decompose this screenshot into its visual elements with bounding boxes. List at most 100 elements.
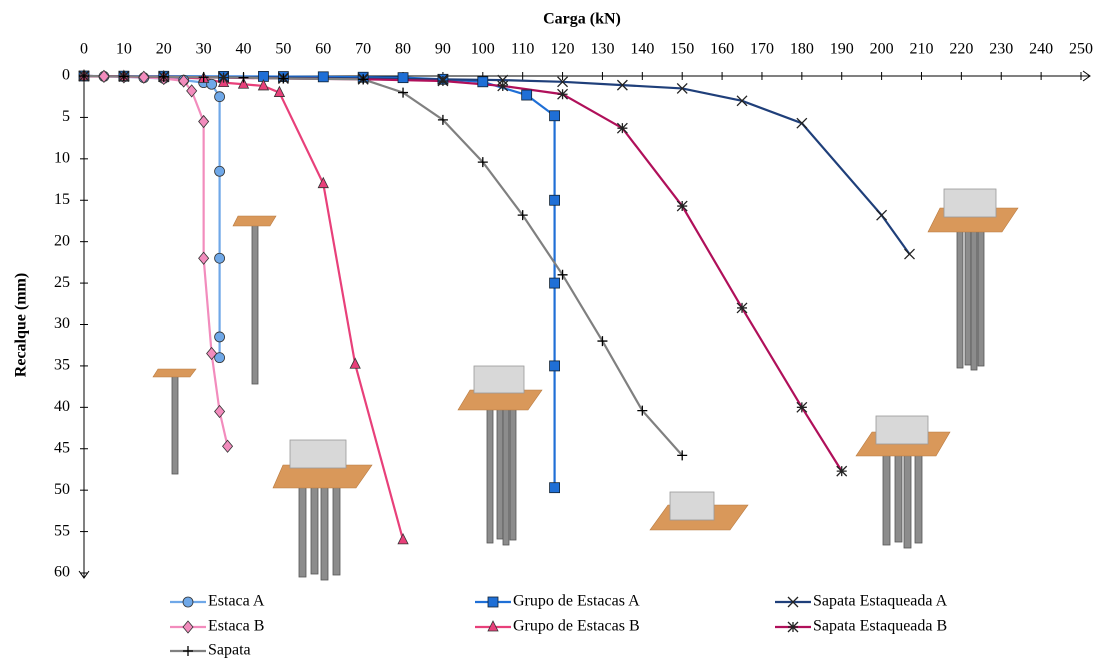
x-tick-label: 140 <box>630 41 654 58</box>
data-point <box>183 646 193 656</box>
data-point <box>198 114 210 129</box>
data-point <box>487 596 499 608</box>
x-tick-label: 230 <box>989 41 1013 58</box>
data-point <box>616 79 628 91</box>
data-point <box>214 252 225 264</box>
x-tick-label: 20 <box>156 41 172 58</box>
x-tick-label: 130 <box>590 41 614 58</box>
data-point <box>222 439 234 453</box>
data-point <box>178 74 190 88</box>
x-tick-label: 120 <box>551 41 575 58</box>
data-point <box>437 75 449 87</box>
data-point <box>796 117 808 129</box>
x-tick-label: 160 <box>710 41 734 58</box>
data-point <box>549 360 560 372</box>
pile-group-illustration <box>927 188 1019 371</box>
data-point <box>273 85 286 97</box>
data-point <box>876 209 888 221</box>
x-tick-label: 70 <box>355 41 371 58</box>
data-point <box>676 200 688 212</box>
data-point <box>549 194 560 206</box>
data-point <box>397 532 409 545</box>
data-point <box>118 71 129 82</box>
data-point <box>198 251 210 265</box>
data-point <box>218 72 230 84</box>
x-tick-label: 170 <box>750 41 774 58</box>
x-tick-label: 80 <box>395 41 411 58</box>
illustrations <box>152 188 1019 581</box>
data-point <box>214 91 225 103</box>
x-tick-label: 40 <box>236 41 252 58</box>
data-point <box>677 450 688 461</box>
y-tick-label: 25 <box>54 274 70 291</box>
x-axis-arrow <box>1082 70 1091 82</box>
data-point <box>477 76 489 88</box>
legend-label: Estaca A <box>208 593 265 610</box>
series-line <box>83 74 843 472</box>
data-point <box>557 88 569 100</box>
y-tick-label: 5 <box>62 108 70 125</box>
data-point <box>497 80 509 92</box>
data-point <box>238 72 249 83</box>
data-point <box>397 72 409 84</box>
legend-label: Grupo de Estacas B <box>513 618 640 635</box>
legend-label: Estaca B <box>208 618 264 635</box>
data-point <box>317 176 329 189</box>
plate-illustration <box>232 215 277 227</box>
data-point <box>358 74 369 85</box>
x-tick-label: 250 <box>1069 41 1093 58</box>
series-line <box>83 74 911 255</box>
x-tick-label: 30 <box>196 41 212 58</box>
y-tick-label: 35 <box>54 357 70 374</box>
data-point <box>278 73 289 84</box>
data-point <box>257 79 270 91</box>
x-tick-label: 60 <box>315 41 331 58</box>
x-tick-label: 110 <box>511 41 534 58</box>
footing-illustration <box>649 491 749 531</box>
data-point <box>597 336 608 347</box>
x-tick-label: 200 <box>870 41 894 58</box>
data-point <box>477 157 488 168</box>
data-point <box>549 110 560 122</box>
x-tick-label: 220 <box>949 41 973 58</box>
pile-group-illustration <box>457 365 543 546</box>
data-point <box>904 248 915 260</box>
data-point <box>557 269 568 280</box>
data-point <box>349 357 361 369</box>
x-axis-title: Carga (kN) <box>543 11 621 28</box>
plate-illustration <box>152 368 197 378</box>
y-tick-label: 20 <box>54 232 70 249</box>
x-tick-label: 150 <box>670 41 694 58</box>
data-point <box>214 404 226 419</box>
y-tick-label: 0 <box>62 67 70 84</box>
x-tick-label: 50 <box>275 41 291 58</box>
data-point <box>98 69 110 84</box>
data-point <box>182 620 194 634</box>
legend-label: Sapata Estaqueada A <box>813 593 948 610</box>
data-point <box>676 82 688 94</box>
y-tick-label: 40 <box>54 398 70 415</box>
data-point <box>637 405 648 416</box>
data-point <box>398 87 409 98</box>
x-tick-label: 240 <box>1029 41 1053 58</box>
pile-group-illustration <box>855 415 951 549</box>
pile-illustration <box>171 371 179 475</box>
data-point <box>214 331 225 343</box>
legend-label: Sapata Estaqueada B <box>813 618 947 635</box>
data-point <box>206 346 218 361</box>
data-point <box>836 465 848 477</box>
y-tick-label: 45 <box>54 439 70 456</box>
data-point <box>206 78 218 90</box>
data-point <box>521 89 533 101</box>
data-point <box>787 596 799 608</box>
legend-label: Grupo de Estacas A <box>513 593 640 610</box>
series-line <box>83 74 556 488</box>
series-line <box>83 74 221 358</box>
data-point <box>557 76 569 88</box>
data-point <box>214 352 225 364</box>
data-point <box>487 620 499 632</box>
x-tick-label: 90 <box>435 41 451 58</box>
y-tick-label: 10 <box>54 150 70 167</box>
legend-label: Sapata <box>208 642 251 659</box>
